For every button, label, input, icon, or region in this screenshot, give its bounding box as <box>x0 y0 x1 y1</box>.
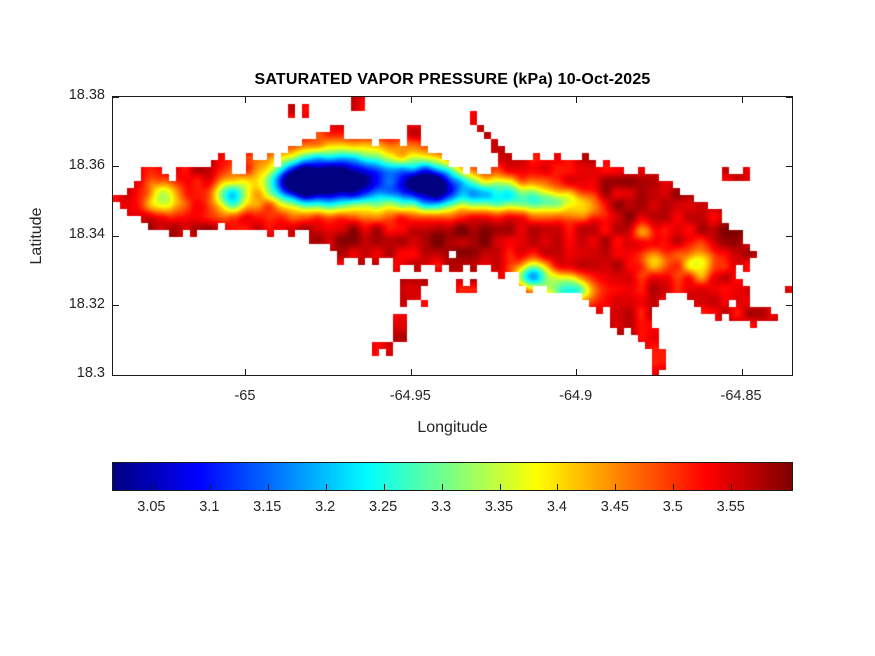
x-tick-label: -64.95 <box>389 388 431 404</box>
colorbar-tick <box>383 484 385 490</box>
colorbar-tick <box>731 484 733 490</box>
y-tick <box>786 235 792 237</box>
colorbar-tick-label: 3.15 <box>253 499 282 515</box>
colorbar-tick-label: 3.05 <box>137 499 166 515</box>
colorbar <box>112 462 793 491</box>
colorbar-tick-label: 3.2 <box>315 499 336 515</box>
colorbar-tick <box>673 484 675 490</box>
y-tick-label: 18.38 <box>68 87 105 103</box>
y-tick <box>113 374 119 376</box>
colorbar-tick-label: 3.4 <box>546 499 568 515</box>
colorbar-tick <box>557 484 559 490</box>
x-tick <box>576 369 578 375</box>
y-tick-label: 18.36 <box>68 156 105 173</box>
x-tick <box>576 97 578 103</box>
y-tick <box>786 374 792 376</box>
colorbar-tick-label: 3.1 <box>199 499 220 515</box>
plot-area <box>112 96 793 376</box>
x-tick-label: -65 <box>234 388 256 404</box>
colorbar-tick-label: 3.55 <box>716 499 745 515</box>
map-canvas <box>113 97 792 375</box>
y-tick-label: 18.34 <box>68 226 105 242</box>
y-tick <box>113 96 119 98</box>
x-tick <box>410 97 412 103</box>
colorbar-tick <box>209 484 211 490</box>
colorbar-tick-label: 3.45 <box>600 499 629 515</box>
x-tick-label: -64.9 <box>559 388 593 404</box>
x-tick <box>245 369 247 375</box>
x-tick <box>741 97 743 103</box>
colorbar-tick <box>151 484 153 490</box>
colorbar-tick <box>441 484 443 490</box>
x-tick <box>245 97 247 103</box>
colorbar-tick-label: 3.3 <box>430 499 452 515</box>
y-tick-label: 18.3 <box>76 365 105 381</box>
colorbar-tick <box>325 484 327 490</box>
colorbar-tick-label: 3.35 <box>484 499 514 515</box>
x-axis-label: Longitude <box>417 419 488 436</box>
x-tick <box>410 369 412 375</box>
colorbar-tick <box>499 484 501 490</box>
colorbar-canvas <box>113 463 792 490</box>
y-tick <box>786 305 792 306</box>
colorbar-tick-label: 3.25 <box>369 499 398 515</box>
x-tick-label: -64.85 <box>720 388 762 404</box>
y-tick <box>113 166 119 167</box>
colorbar-tick <box>267 484 269 490</box>
y-tick <box>786 96 792 98</box>
colorbar-tick <box>615 484 617 490</box>
y-tick-label: 18.32 <box>68 295 105 312</box>
y-tick <box>113 235 119 237</box>
y-tick <box>113 305 119 306</box>
y-tick <box>786 166 792 167</box>
x-tick <box>741 369 743 375</box>
chart-title: SATURATED VAPOR PRESSURE (kPa) 10-Oct-20… <box>254 71 651 88</box>
colorbar-tick-label: 3.5 <box>662 499 683 515</box>
